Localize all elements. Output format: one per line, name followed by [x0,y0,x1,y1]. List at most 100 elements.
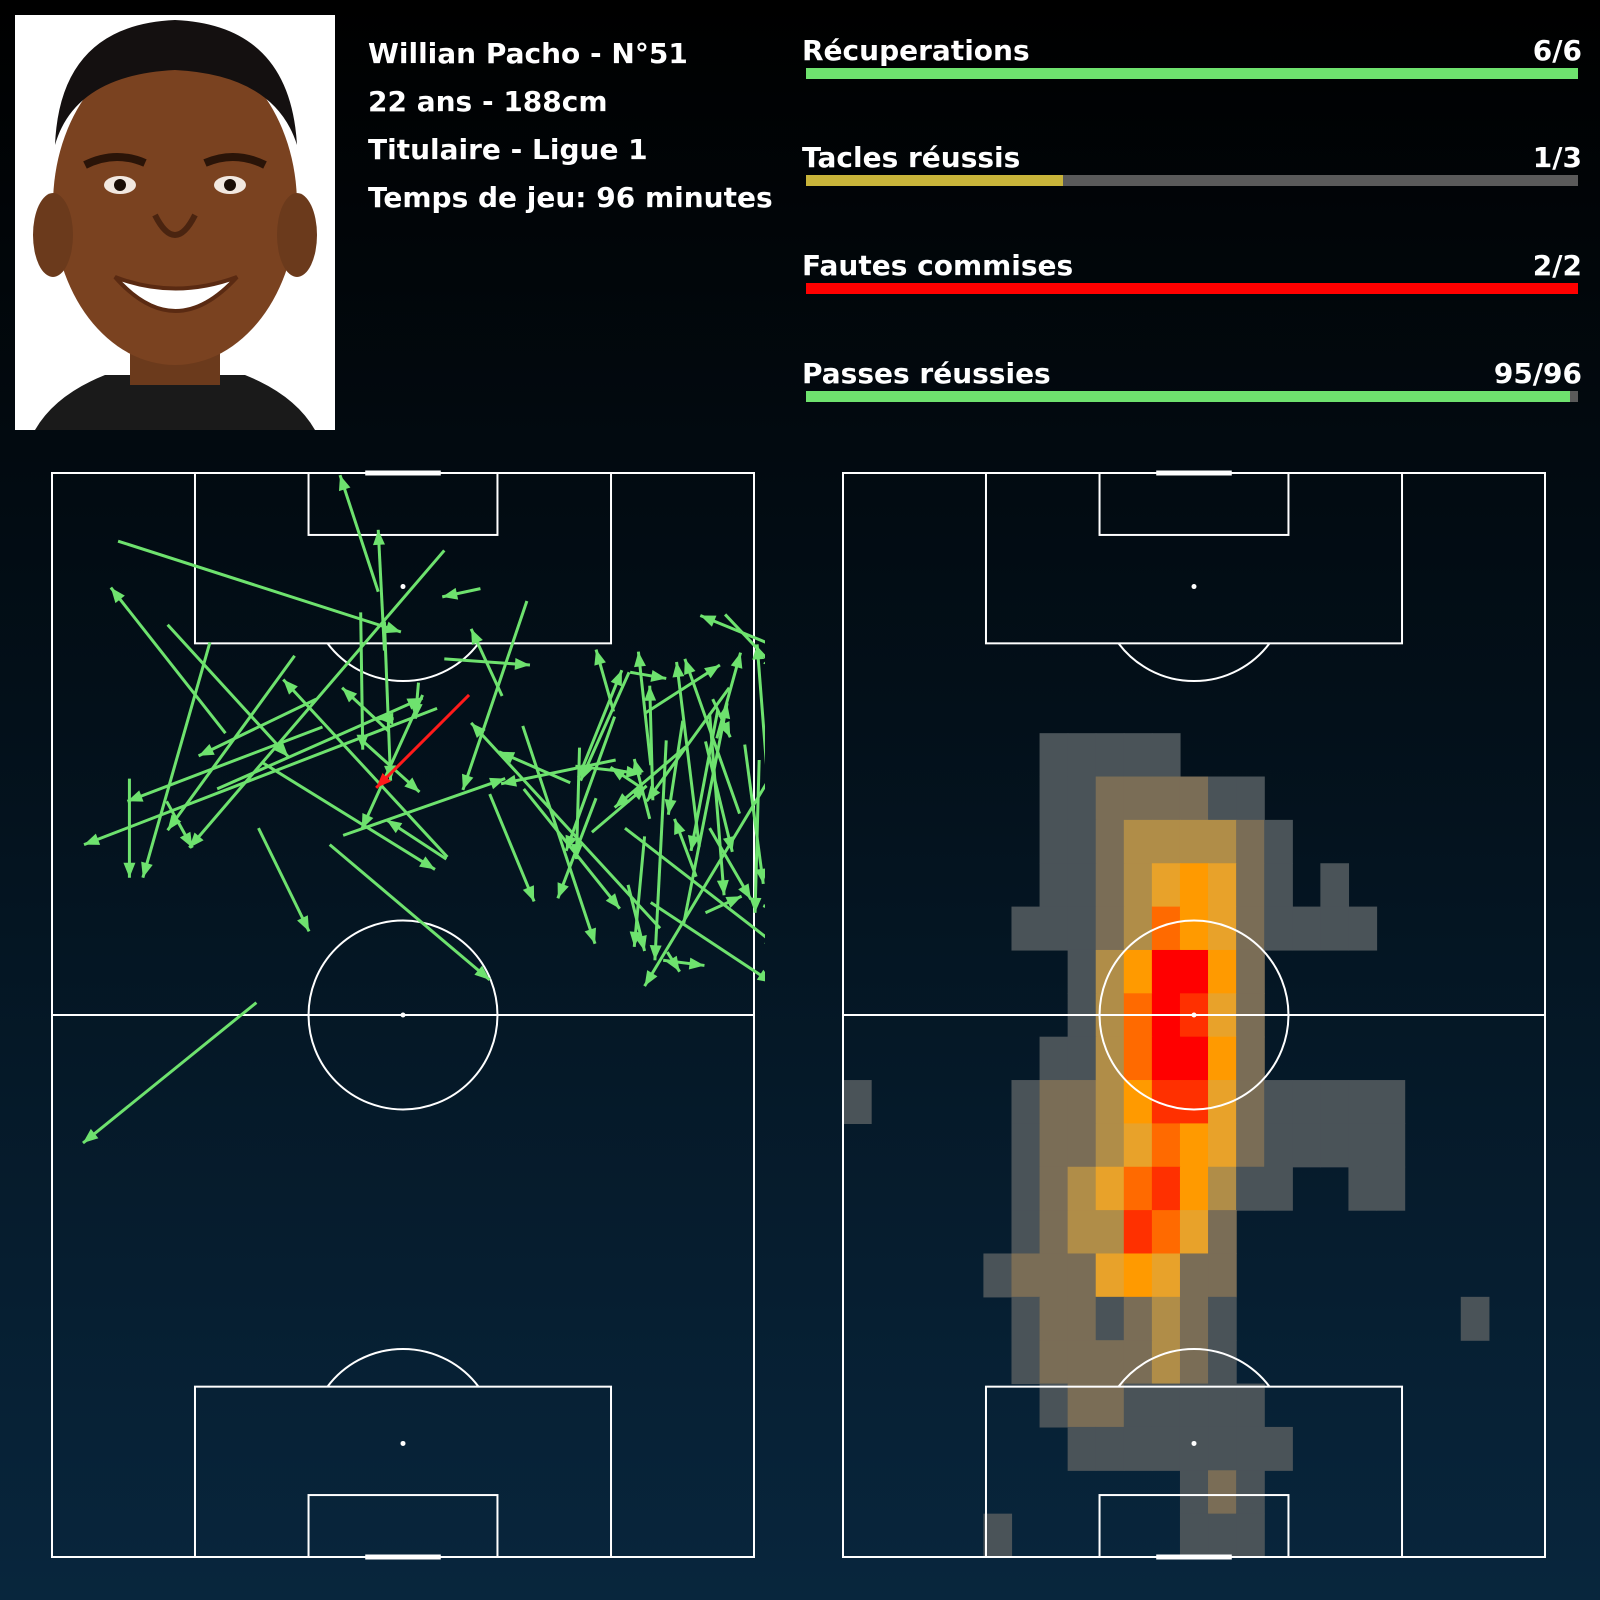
heat-cell [1179,1470,1209,1515]
pass-shaft [556,797,598,899]
penalty-arc-bottom [326,1347,480,1388]
pass-arrow [117,539,402,634]
heat-cell [1123,1036,1153,1081]
pass-arrow [673,818,698,878]
pass-shaft [83,706,438,847]
heat-cell [1067,1296,1097,1341]
pass-arrowhead [688,957,705,970]
stat-value: 95/96 [1493,357,1582,390]
heat-cell [1208,1036,1237,1081]
heat-cell [1236,906,1265,951]
heat-cell [1208,1470,1237,1515]
stat-bar-track [806,391,1578,402]
heat-cell [1208,776,1237,821]
heat-cell [1179,1036,1209,1081]
heat-cell [1039,863,1069,908]
pass-arrow [594,649,616,712]
pass-arrowhead [342,687,358,703]
heat-cell [1376,1166,1406,1211]
pass-shaft [577,669,624,779]
pass-arrow [687,709,720,852]
pass-arrowhead [672,661,685,678]
center-spot [1191,1012,1197,1018]
heat-cell [1320,1123,1350,1168]
heat-cell [1095,1426,1125,1471]
heat-cell [1151,949,1181,994]
pass-arrow [341,686,390,733]
heat-cell [1179,776,1209,821]
pass-arrowhead [718,721,731,738]
pass-arrow [711,698,732,738]
heat-cell [1039,906,1069,951]
pass-shaft [470,721,662,930]
heat-cell [1067,776,1097,821]
heat-cell [1179,1253,1209,1298]
pass-arrowhead [635,934,647,951]
heat-cell [1320,863,1350,908]
heat-cell [1292,1123,1321,1168]
heat-cell [1179,1383,1209,1428]
pass-arrowhead [514,657,530,670]
pass-arrowhead [605,893,620,909]
heat-cell [1067,863,1097,908]
pass-shaft [82,1001,258,1145]
pass-arrow [500,758,616,787]
pass-arrow [704,894,743,915]
pass-arrowhead [730,652,743,669]
pass-arrow [629,669,667,682]
heat-cell [1067,1426,1097,1471]
pass-shaft [359,612,365,750]
heat-cell [1123,1080,1153,1124]
pass-arrow [385,818,448,861]
pass-arrow [522,787,621,910]
stat-label: Récuperations [802,34,1030,67]
heat-cell [1067,1340,1097,1385]
pass-arrow [470,721,662,930]
pass-shaft [579,671,631,782]
stat-fautes: Fautes commises 2/2 [802,249,1582,319]
heat-cell [1151,1426,1181,1471]
penalty-box-top [193,472,613,645]
pass-arrow [644,685,657,801]
pass-shaft [382,621,393,781]
pitch-lines [842,470,1546,1560]
heat-cell [1179,906,1209,951]
pass-shaft [762,904,765,908]
pass-arrow [715,652,743,739]
pass-shaft [666,720,685,815]
heat-cell [1264,819,1293,864]
heat-cell [1095,863,1125,908]
heat-cell [1460,1296,1490,1341]
goal-box-top [1098,472,1290,536]
heat-cell [1179,1296,1209,1341]
pass-arrow [338,474,380,593]
heat-cell [1151,1166,1181,1211]
pass-arrow [752,644,765,765]
stat-tacles: Tacles réussis 1/3 [802,141,1582,211]
heat-map [842,470,1546,1560]
heat-cell [1179,1340,1209,1385]
pass-shaft [755,644,765,765]
pass-arrowhead [650,669,667,682]
pass-arrow [197,697,317,758]
heat-cell [1067,1123,1097,1168]
heat-cell [1011,1166,1041,1211]
pass-arrowhead [376,773,392,788]
pass-arrow [165,800,194,849]
heat-cell [1123,733,1153,778]
heat-cell [1039,1340,1069,1385]
pass-arrowhead [614,793,630,808]
pass-arrow [613,745,687,809]
pass-arrowhead [764,942,765,944]
pass-arrow [141,641,212,879]
pass-arrow [83,706,438,847]
heat-cell [1376,1123,1406,1168]
pass-arrowhead [386,819,403,834]
heat-cell [1208,1253,1237,1298]
heat-cell [1236,1470,1265,1515]
stat-value: 1/3 [1532,141,1582,174]
pass-shaft [522,787,621,910]
pass-shaft [342,777,506,837]
heat-cell [1151,819,1181,864]
pass-arrowhead [584,927,596,944]
